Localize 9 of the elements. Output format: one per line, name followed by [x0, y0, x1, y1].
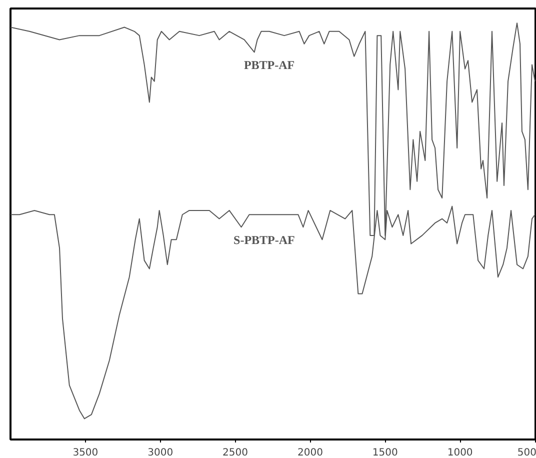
series-label: S-PBTP-AF	[234, 233, 295, 248]
x-tick-label: 1000	[447, 448, 473, 458]
x-tick-label: 2500	[222, 448, 248, 458]
x-tick-label: 1500	[372, 448, 398, 458]
x-tick-label: 500	[517, 448, 536, 458]
x-tick-label: 2000	[297, 448, 323, 458]
x-tick-label: 3500	[72, 448, 98, 458]
series-label: PBTP-AF	[244, 58, 295, 72]
x-tick-label: 3000	[148, 448, 174, 458]
